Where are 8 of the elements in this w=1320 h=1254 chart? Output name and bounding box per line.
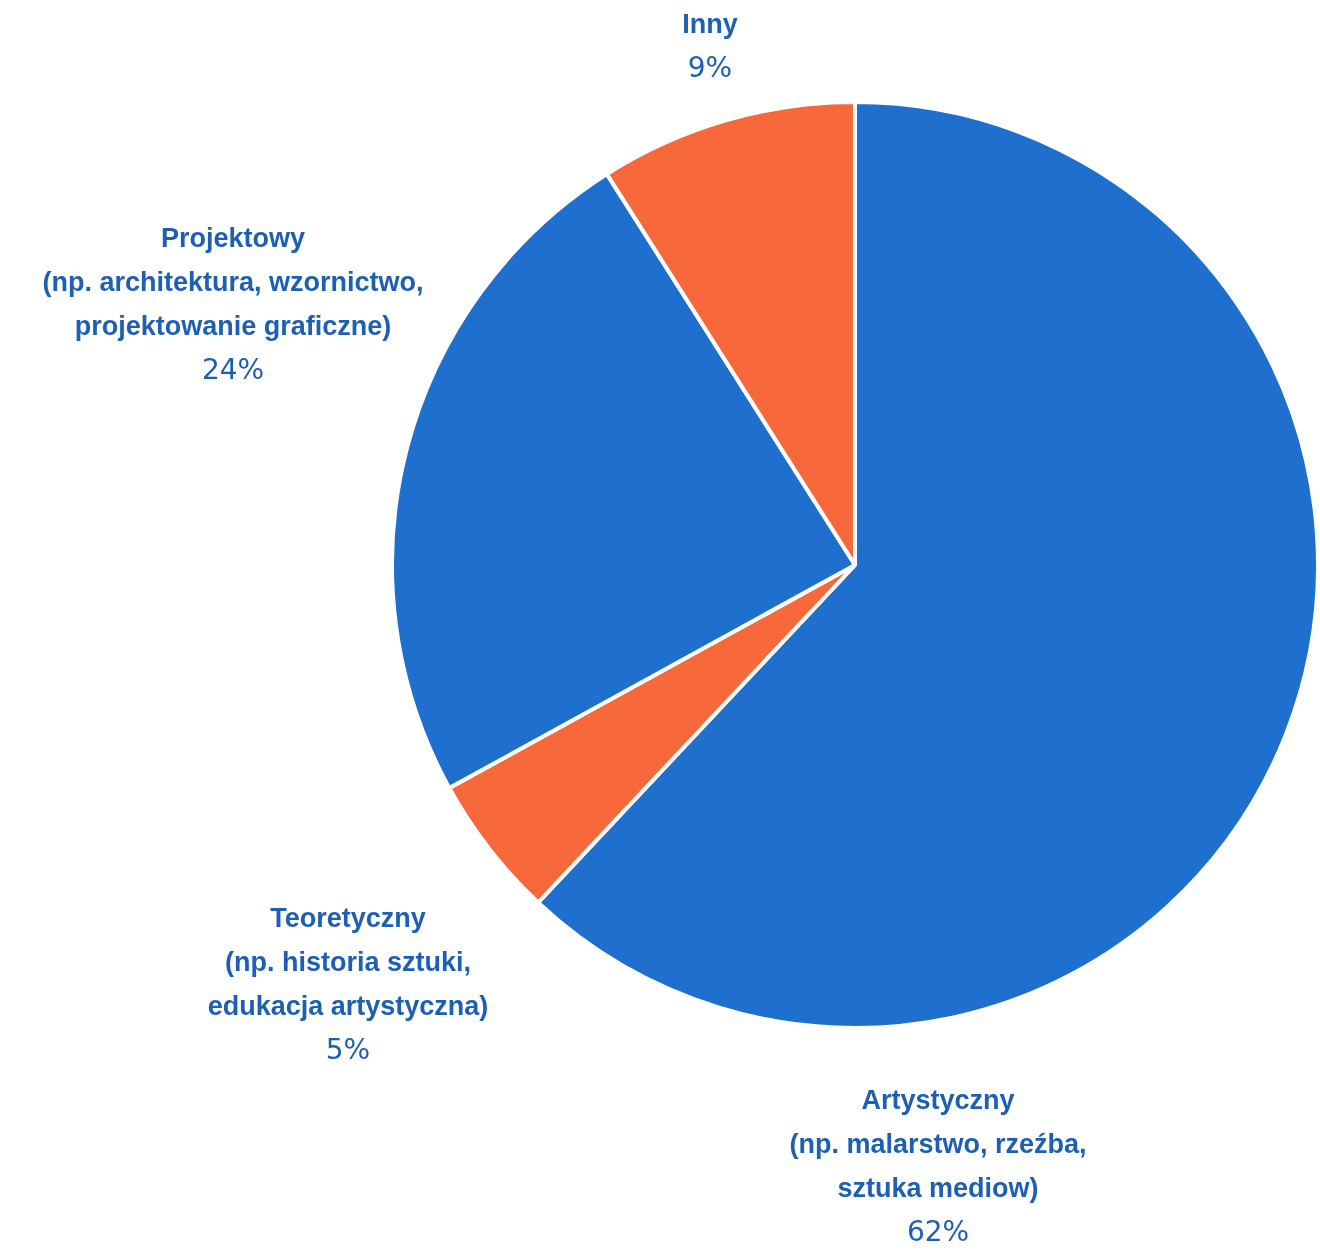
data-label: 62% (906, 1215, 970, 1249)
slice-label: Artystyczny (np. malarstwo, rzeźba, sztuka mediow) (789, 1085, 1087, 1204)
data-label: 5% (325, 1033, 371, 1067)
data-label: 9% (687, 51, 733, 85)
slice-label: Projektowy (np. architektura, wzornictwo, projektowanie graficzne) (42, 223, 424, 342)
slice-label: Inny (682, 9, 738, 40)
data-label: 24% (201, 353, 265, 387)
slice-label: Teoretyczny (np. historia sztuki, edukacja artystyczna) (207, 903, 489, 1022)
